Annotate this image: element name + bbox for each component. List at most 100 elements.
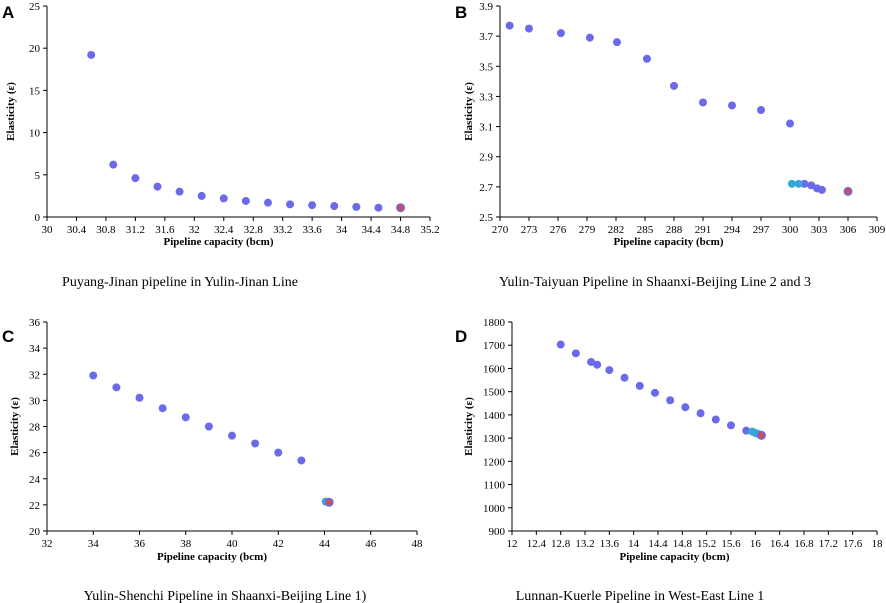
data-point <box>286 200 295 209</box>
data-point <box>153 182 162 191</box>
data-point <box>800 179 809 188</box>
panel-d-plot: 12 12.4 12.8 13.2 13.6 14 14.4 14.8 15.2 15.6 16 16… <box>463 317 883 563</box>
data-point <box>605 366 614 375</box>
data-point <box>571 349 580 358</box>
data-point <box>696 409 705 418</box>
x-tick-label: 31.2 <box>126 224 145 236</box>
x-tick-label: 282 <box>608 224 625 236</box>
x-tick-label: 33.2 <box>273 224 292 236</box>
y-tick-label: 20 <box>29 43 41 55</box>
x-tick-label: 270 <box>492 224 509 236</box>
x-tick-label: 17.6 <box>843 538 863 550</box>
y-tick-label: 1400 <box>483 410 506 422</box>
data-point <box>728 101 736 110</box>
x-tick-label: 297 <box>753 224 770 236</box>
x-tick-label: 32 <box>42 538 53 550</box>
data-point <box>757 105 765 114</box>
x-tick-label: 276 <box>550 224 567 236</box>
data-point <box>89 371 98 380</box>
data-point <box>109 160 118 169</box>
data-point <box>297 456 306 465</box>
panel-a-letter: A <box>2 3 14 22</box>
panel-b: B Yulin-Taiyuan Pipeline in Shaanxi-Beij… <box>455 1 886 290</box>
x-tick-label: 14 <box>628 538 640 550</box>
data-point <box>742 426 751 435</box>
end-point <box>758 432 765 439</box>
y-tick-label: 36 <box>29 317 41 329</box>
panel-c: C Yulin-Shenchi Pipeline in Shaanxi-Beij… <box>2 317 423 603</box>
y-tick-label: 30 <box>29 395 41 407</box>
y-tick-label: 10 <box>29 128 41 140</box>
y-tick-label: 26 <box>29 448 41 460</box>
y-tick-label: 1000 <box>483 503 506 515</box>
y-tick-label: 22 <box>29 500 40 512</box>
x-tick-label: 31.6 <box>155 224 175 236</box>
data-point <box>681 403 690 412</box>
data-point <box>642 54 651 63</box>
y-tick-label: 1200 <box>483 456 506 468</box>
data-point <box>670 81 678 90</box>
x-tick-label: 12.8 <box>551 538 571 550</box>
data-point <box>219 194 228 203</box>
x-tick-label: 288 <box>666 224 683 236</box>
data-point <box>135 393 144 402</box>
data-point <box>131 174 140 183</box>
y-tick-label: 24 <box>29 474 41 486</box>
data-point <box>308 201 317 210</box>
x-tick-label: 294 <box>724 224 741 236</box>
data-point <box>197 191 206 200</box>
x-tick-label: 300 <box>782 224 799 236</box>
x-tick-label: 16.4 <box>770 538 790 550</box>
y-tick-label: 5 <box>35 170 41 182</box>
panel-c-letter: C <box>2 327 14 346</box>
x-tick-label: 15.2 <box>697 538 716 550</box>
data-point <box>87 50 96 59</box>
x-tick-label: 42 <box>273 538 284 550</box>
data-point <box>635 381 644 390</box>
data-point <box>727 421 735 430</box>
highlight-point <box>794 179 803 188</box>
data-point <box>263 198 272 207</box>
x-axis-label: Pipeline capacity (bcm) <box>157 551 267 563</box>
x-tick-label: 44 <box>319 538 331 550</box>
panel-b-letter: B <box>455 3 467 22</box>
x-tick-label: 18 <box>872 538 884 550</box>
y-tick-label: 1800 <box>483 317 506 329</box>
data-point <box>711 415 720 424</box>
x-tick-label: 14.4 <box>648 538 668 550</box>
y-tick-label: 28 <box>29 422 41 434</box>
y-axis-label: Elasticity (ε) <box>463 397 475 456</box>
x-tick-label: 14.8 <box>673 538 693 550</box>
x-tick-label: 40 <box>227 538 239 550</box>
x-axis-label: Pipeline capacity (bcm) <box>614 236 724 248</box>
x-tick-label: 13.2 <box>575 538 594 550</box>
x-tick-label: 17.2 <box>819 538 838 550</box>
y-axis-label: Elasticity (ε) <box>9 397 21 456</box>
panel-b-caption: Yulin-Taiyuan Pipeline in Shaanxi-Beijin… <box>499 275 811 290</box>
x-tick-label: 16.8 <box>794 538 814 550</box>
end-point <box>397 204 404 211</box>
x-tick-label: 36 <box>134 538 146 550</box>
data-point <box>525 24 533 33</box>
data-point <box>556 29 565 38</box>
x-tick-label: 34 <box>336 224 348 236</box>
y-tick-label: 0 <box>35 212 41 224</box>
x-tick-label: 34.4 <box>361 224 381 236</box>
y-axis-label: Elasticity (ε) <box>463 82 475 141</box>
y-tick-label: 3.5 <box>479 61 493 73</box>
data-point <box>330 202 339 211</box>
y-tick-label: 1600 <box>483 363 506 375</box>
data-point <box>181 413 190 422</box>
x-tick-label: 309 <box>869 224 886 236</box>
x-tick-label: 12.4 <box>527 538 547 550</box>
panel-d-letter: D <box>455 327 467 346</box>
data-point <box>251 439 260 448</box>
y-tick-label: 900 <box>489 526 506 538</box>
x-tick-label: 273 <box>521 224 538 236</box>
x-tick-label: 32 <box>189 224 200 236</box>
data-point <box>556 340 565 349</box>
data-point <box>112 383 121 392</box>
x-tick-label: 34 <box>88 538 100 550</box>
y-tick-label: 2.9 <box>479 152 493 164</box>
